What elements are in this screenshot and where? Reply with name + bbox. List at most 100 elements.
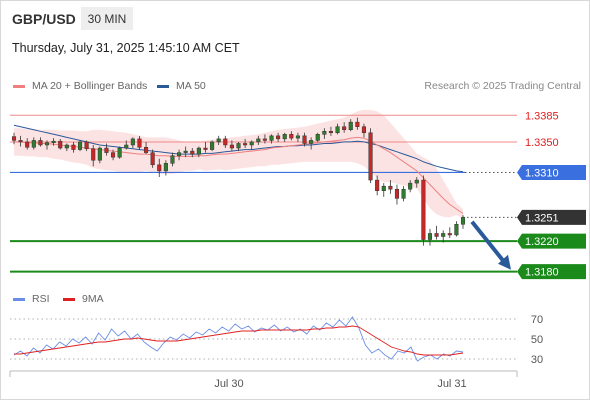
candle-body (355, 121, 360, 127)
forecast-arrow-head (498, 254, 511, 270)
candle-body (130, 138, 135, 146)
candle-body (223, 138, 228, 146)
candle-body (322, 131, 327, 135)
legend-ma20: MA 20 + Bollinger Bands (13, 80, 147, 92)
copyright-text: Research © 2025 Trading Central (424, 80, 581, 92)
ma20-line (14, 136, 464, 215)
candle-body (150, 152, 155, 166)
candle-body (269, 135, 274, 141)
rsi-tick-label: 30 (531, 354, 543, 366)
candle-body (368, 132, 373, 181)
candle-body (408, 182, 413, 190)
candle-body (302, 135, 307, 144)
level-label-0: 1.3385 (525, 110, 559, 122)
candle-body (71, 144, 76, 150)
support-tag-5 (517, 264, 586, 280)
rsi-line (13, 316, 464, 362)
level-label-4: 1.3220 (525, 236, 559, 248)
rsi-ma-line (14, 325, 464, 356)
ma50-label: MA 50 (176, 80, 206, 92)
candle-body (216, 138, 221, 143)
rsi-tick-label: 50 (531, 334, 543, 346)
candle-body (51, 140, 56, 143)
candle-body (236, 143, 241, 149)
candle-body (375, 179, 380, 191)
candle-body (414, 179, 419, 184)
candle-body (110, 152, 116, 158)
candle-body (44, 142, 50, 146)
report-datetime: Thursday, July 31, 2025 1:45:10 AM CET (12, 41, 240, 55)
support-tag-4 (517, 233, 586, 249)
candle-body (381, 185, 386, 191)
candle-body (289, 134, 294, 139)
candle-body (38, 140, 43, 146)
candle-body (434, 233, 439, 237)
level-label-5: 1.3180 (525, 267, 559, 279)
candle-body (137, 138, 142, 148)
pivot-tag-2 (517, 164, 586, 180)
x-tick-label: Jul 30 (214, 378, 243, 390)
candle-body (249, 141, 254, 146)
candle-body (77, 141, 83, 150)
candle-body (454, 224, 459, 236)
timeframe-button[interactable]: 30 MIN (81, 7, 133, 30)
rsi-label: RSI (32, 293, 50, 305)
candle-body (177, 152, 182, 156)
candle-body (64, 144, 69, 149)
candle-body (328, 131, 333, 134)
level-label-3: 1.3251 (525, 212, 559, 224)
candle-body (124, 144, 129, 149)
instrument-title: GBP/USD (12, 11, 76, 27)
level-label-1: 1.3350 (525, 137, 559, 149)
candle-body (309, 140, 314, 144)
ma20-label: MA 20 + Bollinger Bands (32, 80, 148, 92)
forecast-arrow-shaft (470, 220, 506, 263)
candle-body (361, 126, 367, 134)
candle-body (157, 164, 162, 172)
bollinger-band (14, 109, 463, 219)
candle-body (163, 163, 168, 172)
candle-body (97, 147, 102, 161)
candle-body (388, 185, 393, 190)
candle-body (401, 188, 406, 199)
candle-body (441, 233, 446, 237)
candle-body (229, 144, 234, 149)
candle-body (394, 188, 400, 199)
candle-body (58, 140, 63, 149)
candle-body (427, 233, 433, 240)
rsi-ma-swatch (63, 297, 75, 301)
candle-body (243, 143, 248, 146)
candle-body (91, 148, 96, 161)
candle-body (276, 135, 281, 140)
candle-body (421, 179, 426, 240)
legend-rsi: RSI (13, 293, 50, 305)
ma20-swatch (13, 84, 25, 88)
candle-body (144, 147, 149, 153)
candle-body (262, 138, 267, 141)
candle-body (210, 141, 215, 150)
candle-body (196, 147, 201, 155)
candle-body (315, 134, 320, 141)
candle-body (282, 134, 287, 140)
candle-body (84, 141, 89, 150)
candle-body (295, 135, 300, 139)
legend-rsi-ma: 9MA (63, 293, 104, 305)
candle-body (104, 147, 109, 153)
ma50-swatch (157, 84, 169, 88)
level-label-2: 1.3310 (525, 167, 559, 179)
candle-body (342, 126, 347, 130)
candle-body (256, 138, 261, 143)
candle-body (460, 217, 466, 225)
candle-body (190, 150, 195, 155)
candle-body (447, 233, 452, 236)
candle-body (170, 155, 175, 164)
candle-body (18, 140, 23, 143)
candle-body (183, 150, 188, 153)
candle-body (203, 147, 208, 150)
candle-body (348, 121, 353, 130)
candle-body (335, 126, 340, 134)
x-tick-label: Jul 31 (437, 378, 466, 390)
legend-ma50: MA 50 (157, 80, 206, 92)
rsi-swatch (13, 297, 25, 301)
